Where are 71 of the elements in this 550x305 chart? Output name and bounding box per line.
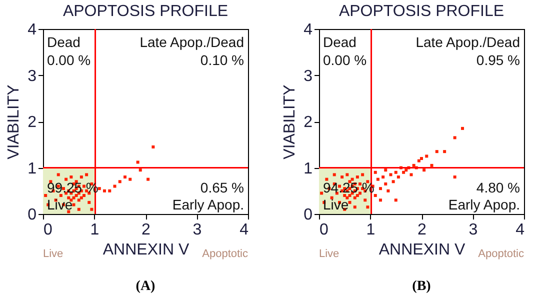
x-tick-label: 2: [142, 222, 151, 238]
y-tick-label: 0: [304, 206, 313, 224]
y-axis-title: VIABILITY: [6, 84, 23, 160]
annotation: 0.10 %: [200, 52, 244, 68]
point: [113, 184, 116, 188]
point: [77, 208, 80, 211]
y-tick-label: 2: [28, 114, 37, 131]
x-tick-label: 1: [366, 222, 376, 238]
y-tick-label: 3: [28, 68, 37, 85]
point: [108, 189, 112, 192]
y-axis-title: VIABILITY: [282, 84, 299, 160]
point: [136, 160, 140, 164]
annotation: 0.95 %: [476, 52, 520, 68]
text: Apoptotic: [478, 248, 524, 260]
y-tick-label: 4: [28, 22, 37, 38]
point: [118, 180, 122, 184]
point: [88, 200, 91, 204]
y-tick-label: 1: [28, 160, 37, 178]
point: [72, 203, 76, 206]
y-tick-label: 3: [304, 68, 313, 85]
text: Live: [43, 248, 64, 260]
y-tick-label: 4: [304, 22, 313, 38]
x-tick-label: 3: [192, 222, 202, 238]
annotation: 0.00 %: [323, 52, 367, 68]
annotation: Live: [323, 196, 349, 213]
point: [80, 176, 83, 178]
x-tick-label: 4: [240, 222, 249, 238]
annotation: 4.80 %: [476, 180, 520, 196]
point: [80, 196, 83, 200]
annotation: Live: [47, 196, 73, 213]
x-axis-title: ANNEXIN V: [378, 242, 466, 258]
x-axis-title: ANNEXIN V: [102, 242, 190, 258]
annotation: Early Apop.: [172, 196, 244, 213]
x-tick-label: 0: [44, 222, 52, 238]
x-tick-label: 0: [320, 222, 328, 238]
annotation: Dead: [47, 34, 80, 50]
y-tick-label: 0: [28, 206, 37, 224]
x-tick-label: 3: [468, 222, 478, 238]
point: [124, 176, 126, 178]
point: [44, 194, 48, 197]
point: [67, 210, 70, 214]
chart-title: APOPTOSIS PROFILE: [62, 3, 228, 20]
point: [103, 189, 106, 192]
annotation: Late Apop./Dead: [416, 34, 520, 50]
text: Live: [319, 248, 340, 260]
point: [82, 194, 86, 197]
annotation: Early Apop.: [448, 196, 520, 213]
point: [146, 178, 150, 181]
point: [128, 178, 132, 181]
annotation: Late Apop./Dead: [140, 34, 244, 50]
annotation: Dead: [323, 34, 356, 50]
point: [138, 168, 142, 172]
point: [77, 198, 80, 202]
text: (B): [412, 279, 432, 294]
point: [70, 176, 73, 178]
point: [56, 173, 60, 176]
point: [82, 184, 86, 188]
chart-title: APOPTOSIS PROFILE: [338, 3, 504, 20]
point: [90, 208, 94, 211]
y-tick-label: 2: [304, 114, 313, 131]
annotation: 0.00 %: [47, 52, 91, 68]
x-tick-label: 1: [90, 222, 100, 238]
annotation: 0.65 %: [200, 180, 244, 196]
x-tick-label: 2: [418, 222, 427, 238]
point: [152, 145, 155, 148]
x-tick-label: 4: [516, 222, 525, 238]
text: (A): [136, 279, 156, 294]
y-tick-label: 1: [304, 160, 313, 178]
point: [85, 173, 88, 176]
text: Apoptotic: [202, 248, 248, 260]
point: [72, 196, 76, 200]
